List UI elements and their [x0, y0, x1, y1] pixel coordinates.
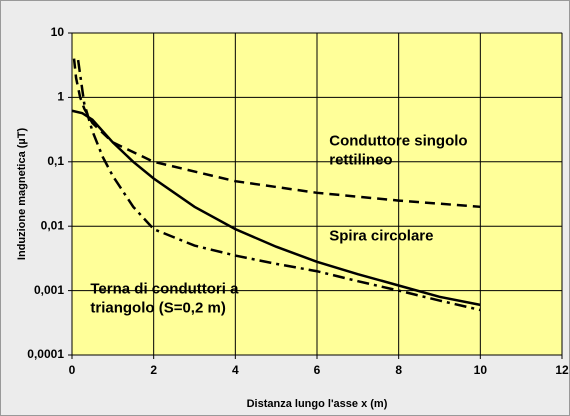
y-tick-label: 0,01 [41, 218, 65, 232]
x-tick-label: 2 [150, 363, 157, 377]
y-tick-label: 1 [57, 90, 64, 104]
series-line [71, 109, 481, 307]
x-tick-label: 12 [555, 363, 569, 377]
x-axis-label: Distanza lungo l'asse x (m) [247, 398, 388, 410]
y-tick-label: 0,0001 [27, 347, 64, 361]
x-tick-label: 4 [232, 363, 239, 377]
series-line [76, 59, 481, 312]
annotation: rettilineo [329, 151, 392, 168]
series-line [72, 58, 481, 209]
x-tick-label: 6 [314, 363, 321, 377]
annotation: Spira circolare [329, 227, 433, 244]
y-tick-label: 0,1 [47, 154, 64, 168]
annotation: Conduttore singolo [329, 132, 467, 149]
y-axis-label: Induzione magnetica (µT) [16, 128, 28, 261]
annotation: triangolo (S=0,2 m) [90, 300, 225, 317]
x-tick-label: 10 [474, 363, 488, 377]
x-tick-label: 8 [395, 363, 402, 377]
y-tick-label: 10 [51, 25, 65, 39]
y-tick-label: 0,001 [34, 283, 64, 297]
x-tick-label: 0 [69, 363, 76, 377]
annotation: Terna di conduttori a [90, 281, 239, 298]
